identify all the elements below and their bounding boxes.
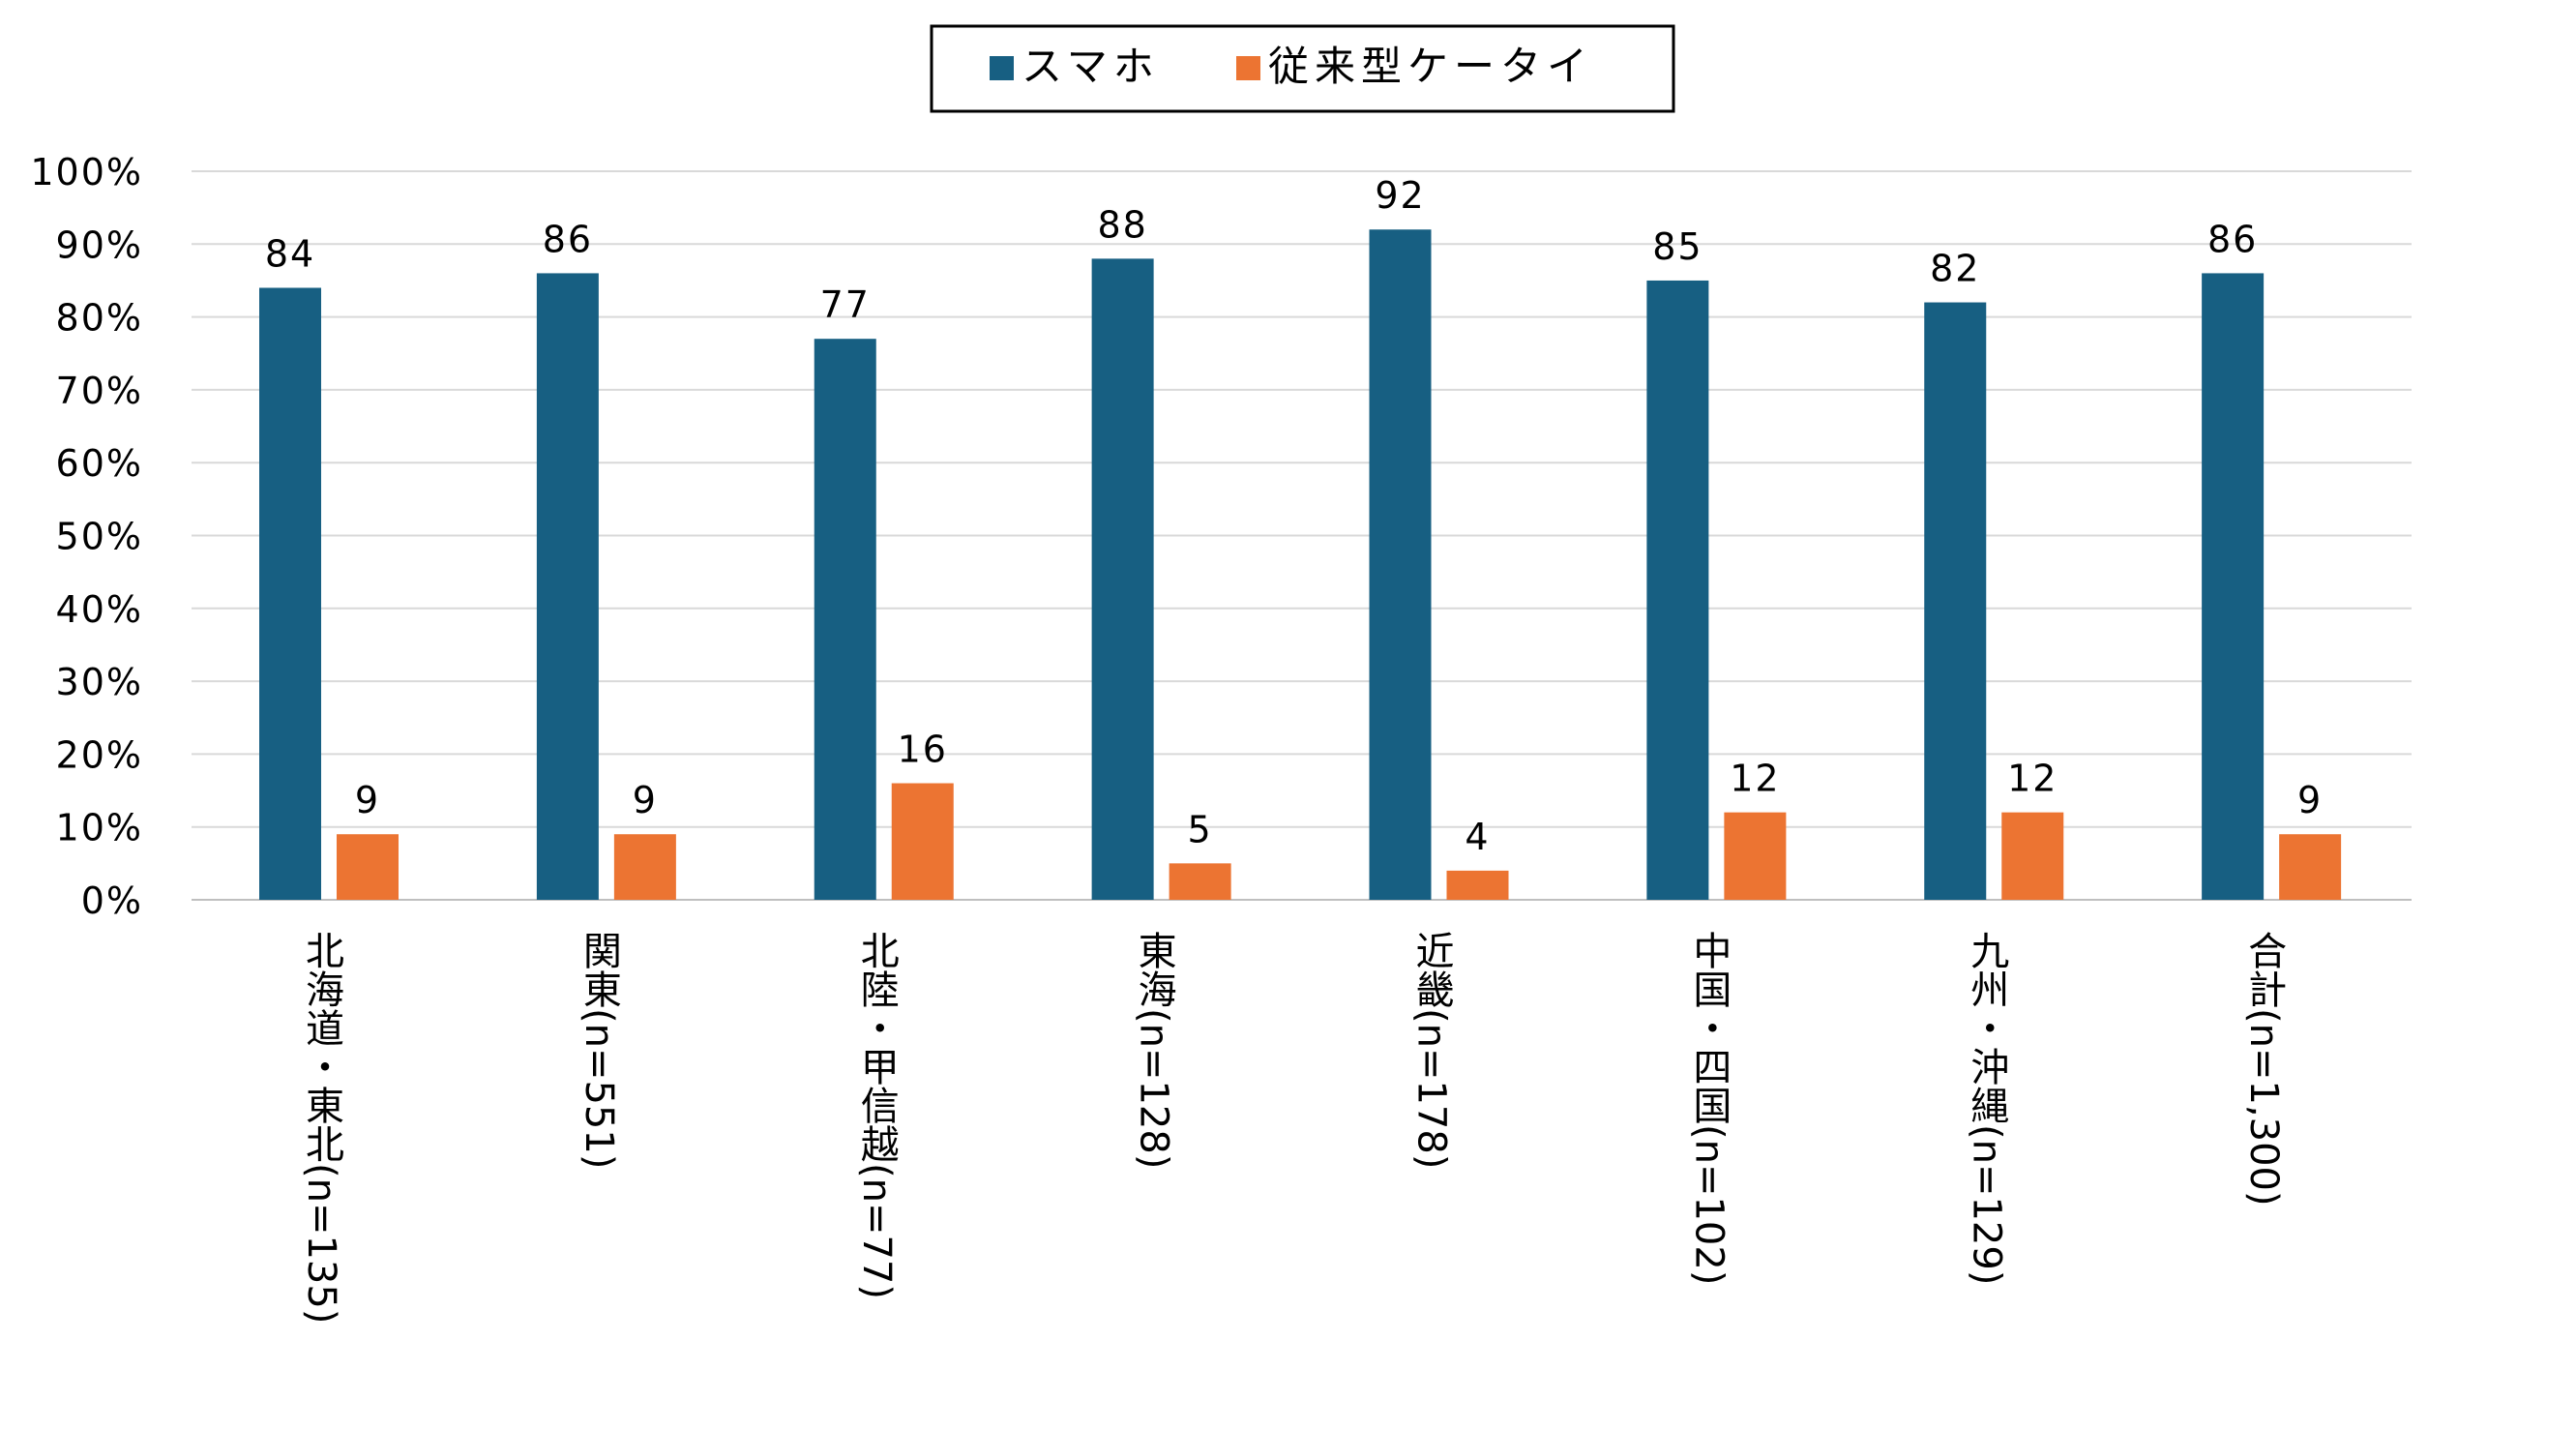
bar-series-0-2 — [814, 339, 876, 900]
data-label: 86 — [543, 218, 593, 260]
y-axis-ticks: 0% 10% 20% 30% 40% 50% 60% 70% 80% 90% 100% — [30, 151, 143, 922]
bar-series-1-4 — [1446, 870, 1509, 900]
y-tick-label: 30% — [56, 661, 143, 703]
category-label: 北陸・甲信越(n=77) — [854, 931, 899, 1299]
bar-series-0-6 — [1924, 302, 1987, 900]
category-label: 合計(n=1,300) — [2241, 931, 2286, 1207]
y-tick-label: 80% — [56, 297, 143, 340]
category-label: 北海道・東北(n=135) — [299, 931, 343, 1324]
y-tick-label: 90% — [56, 223, 143, 266]
bar-series-1-0 — [337, 834, 399, 900]
bar-series-1-5 — [1724, 812, 1787, 900]
legend-label-series-1: 従来型ケータイ — [1268, 43, 1593, 90]
y-tick-label: 10% — [56, 807, 143, 849]
legend-swatch-series-0 — [990, 56, 1014, 80]
x-axis-categories: 北海道・東北(n=135) 関東(n=551) 北陸・甲信越(n=77) 東海(n=1… — [299, 931, 2286, 1324]
y-tick-label: 70% — [56, 370, 143, 412]
bar-series-1-7 — [2279, 834, 2342, 900]
bar-series-0-4 — [1369, 229, 1432, 901]
data-label: 9 — [633, 779, 658, 821]
bar-series-0-1 — [536, 273, 599, 900]
data-label: 5 — [1188, 808, 1213, 850]
bar-series-1-1 — [613, 834, 676, 900]
y-tick-label: 100% — [30, 151, 143, 194]
bars — [259, 229, 2342, 901]
data-label: 9 — [355, 779, 380, 821]
data-label: 12 — [1730, 758, 1780, 800]
y-tick-label: 60% — [56, 442, 143, 485]
y-tick-label: 50% — [56, 516, 143, 558]
y-tick-label: 20% — [56, 733, 143, 776]
bar-series-1-6 — [2001, 812, 2064, 900]
legend-box — [930, 24, 1675, 113]
data-label: 84 — [265, 232, 315, 275]
data-label: 4 — [1465, 816, 1490, 858]
data-label: 82 — [1930, 248, 1980, 290]
gridlines — [192, 170, 2412, 901]
data-label: 16 — [898, 729, 948, 771]
category-label: 九州・沖縄(n=129) — [1964, 931, 2008, 1285]
category-label: 中国・四国(n=102) — [1686, 931, 1731, 1285]
data-label: 85 — [1652, 225, 1703, 268]
bar-series-0-7 — [2202, 273, 2265, 900]
legend-swatch-series-1 — [1236, 56, 1260, 80]
y-tick-label: 40% — [56, 588, 143, 631]
bar-series-0-0 — [259, 287, 321, 901]
data-labels: 84 9 86 9 77 16 88 5 92 4 85 12 82 12 86 9 — [265, 174, 2323, 858]
data-label: 86 — [2207, 218, 2258, 260]
data-label: 88 — [1097, 203, 1147, 246]
bar-series-0-5 — [1646, 280, 1709, 900]
legend-label-series-0: スマホ — [1022, 43, 1160, 90]
data-label: 9 — [2297, 779, 2323, 821]
category-label: 近畿(n=178) — [1409, 931, 1454, 1169]
category-label: 東海(n=128) — [1132, 931, 1176, 1169]
data-label: 77 — [820, 283, 871, 326]
bar-series-0-3 — [1091, 258, 1154, 900]
category-label: 関東(n=551) — [577, 931, 621, 1169]
data-label: 12 — [2007, 758, 2058, 800]
bar-series-1-3 — [1169, 863, 1231, 900]
y-tick-label: 0% — [81, 879, 143, 922]
bar-series-1-2 — [891, 783, 954, 900]
legend: スマホ 従来型ケータイ — [930, 24, 1675, 113]
data-label: 92 — [1375, 174, 1425, 217]
